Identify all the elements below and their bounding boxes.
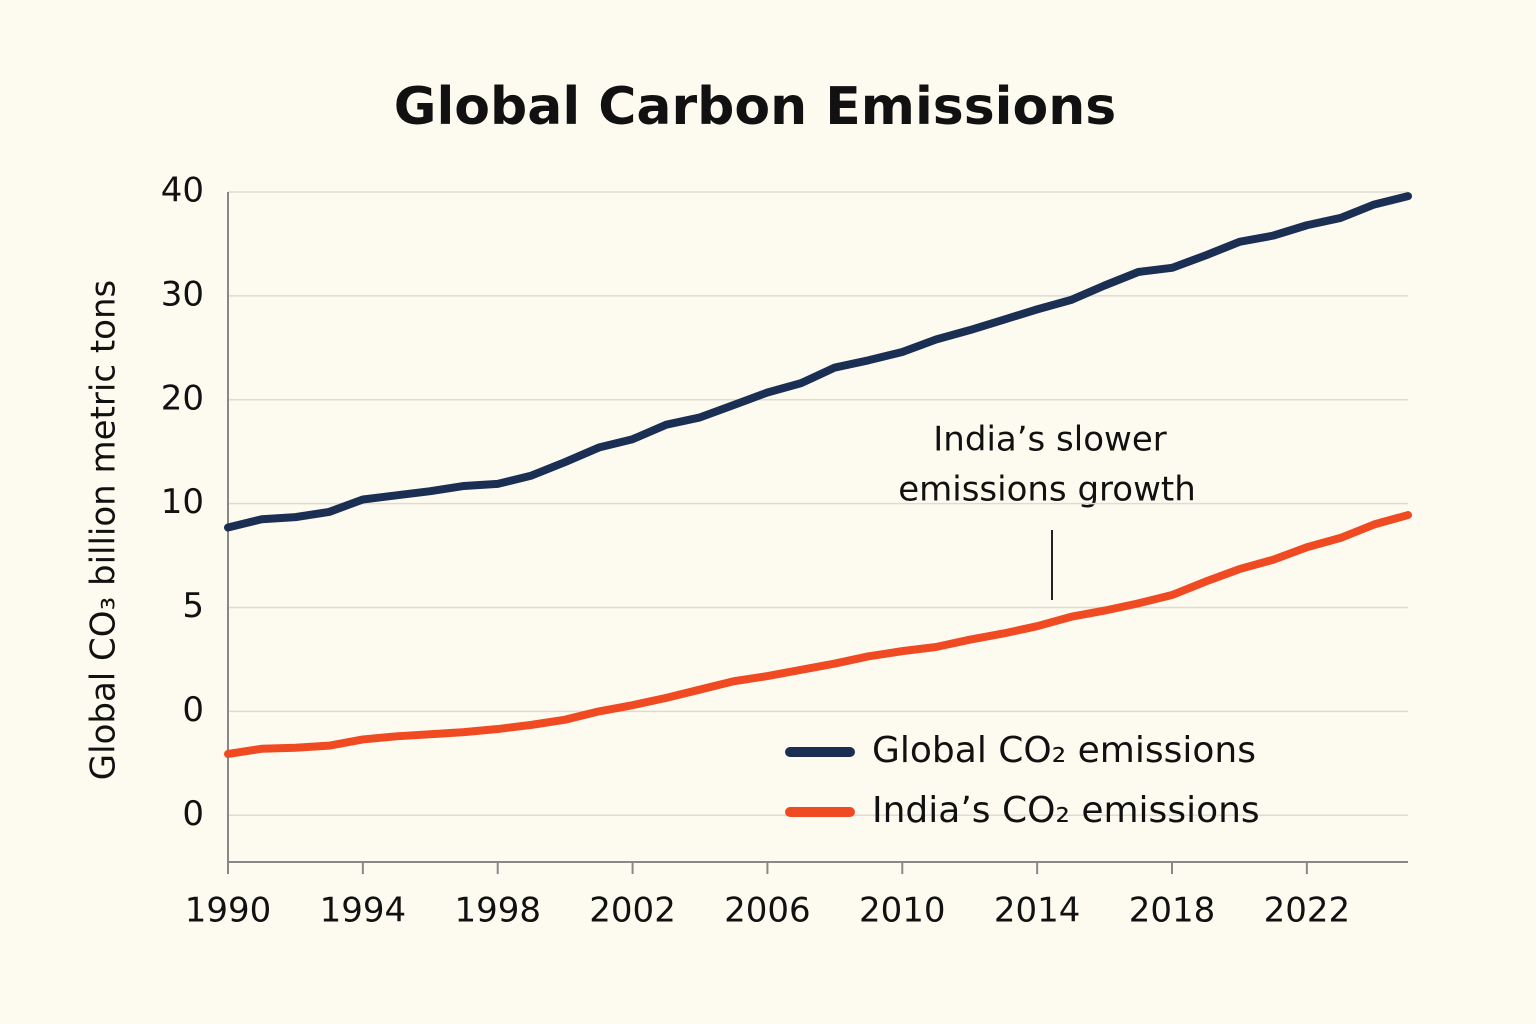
legend-label: Global CO₂ emissions [872,730,1256,771]
x-tick-label: 2018 [1129,891,1216,931]
x-tick-label: 1990 [185,891,272,931]
y-tick-label: 0 [182,794,204,834]
y-axis-label: Global CO₃ billion metric tons [84,280,124,780]
x-tick-label: 2002 [589,891,676,931]
annotation: India’s slower [933,420,1166,460]
x-tick-label: 1994 [320,891,407,931]
series-line [224,511,1412,758]
x-tick-label: 2006 [724,891,811,931]
chart-title: Global Carbon Emissions [394,77,1116,137]
y-tick-label: 0 [182,690,204,730]
y-tick-label: 10 [161,482,204,522]
x-tick-label: 2010 [859,891,946,931]
y-tick-label: 40 [161,171,204,211]
annotation: emissions growth [898,470,1196,510]
legend-label: India’s CO₂ emissions [872,790,1260,831]
x-tick-label: 2014 [994,891,1081,931]
x-tick-label: 1998 [454,891,541,931]
y-tick-label: 30 [161,274,204,314]
y-tick-label: 5 [182,586,204,626]
y-tick-label: 20 [161,378,204,418]
x-tick-label: 2022 [1264,891,1351,931]
series-line [224,192,1412,532]
